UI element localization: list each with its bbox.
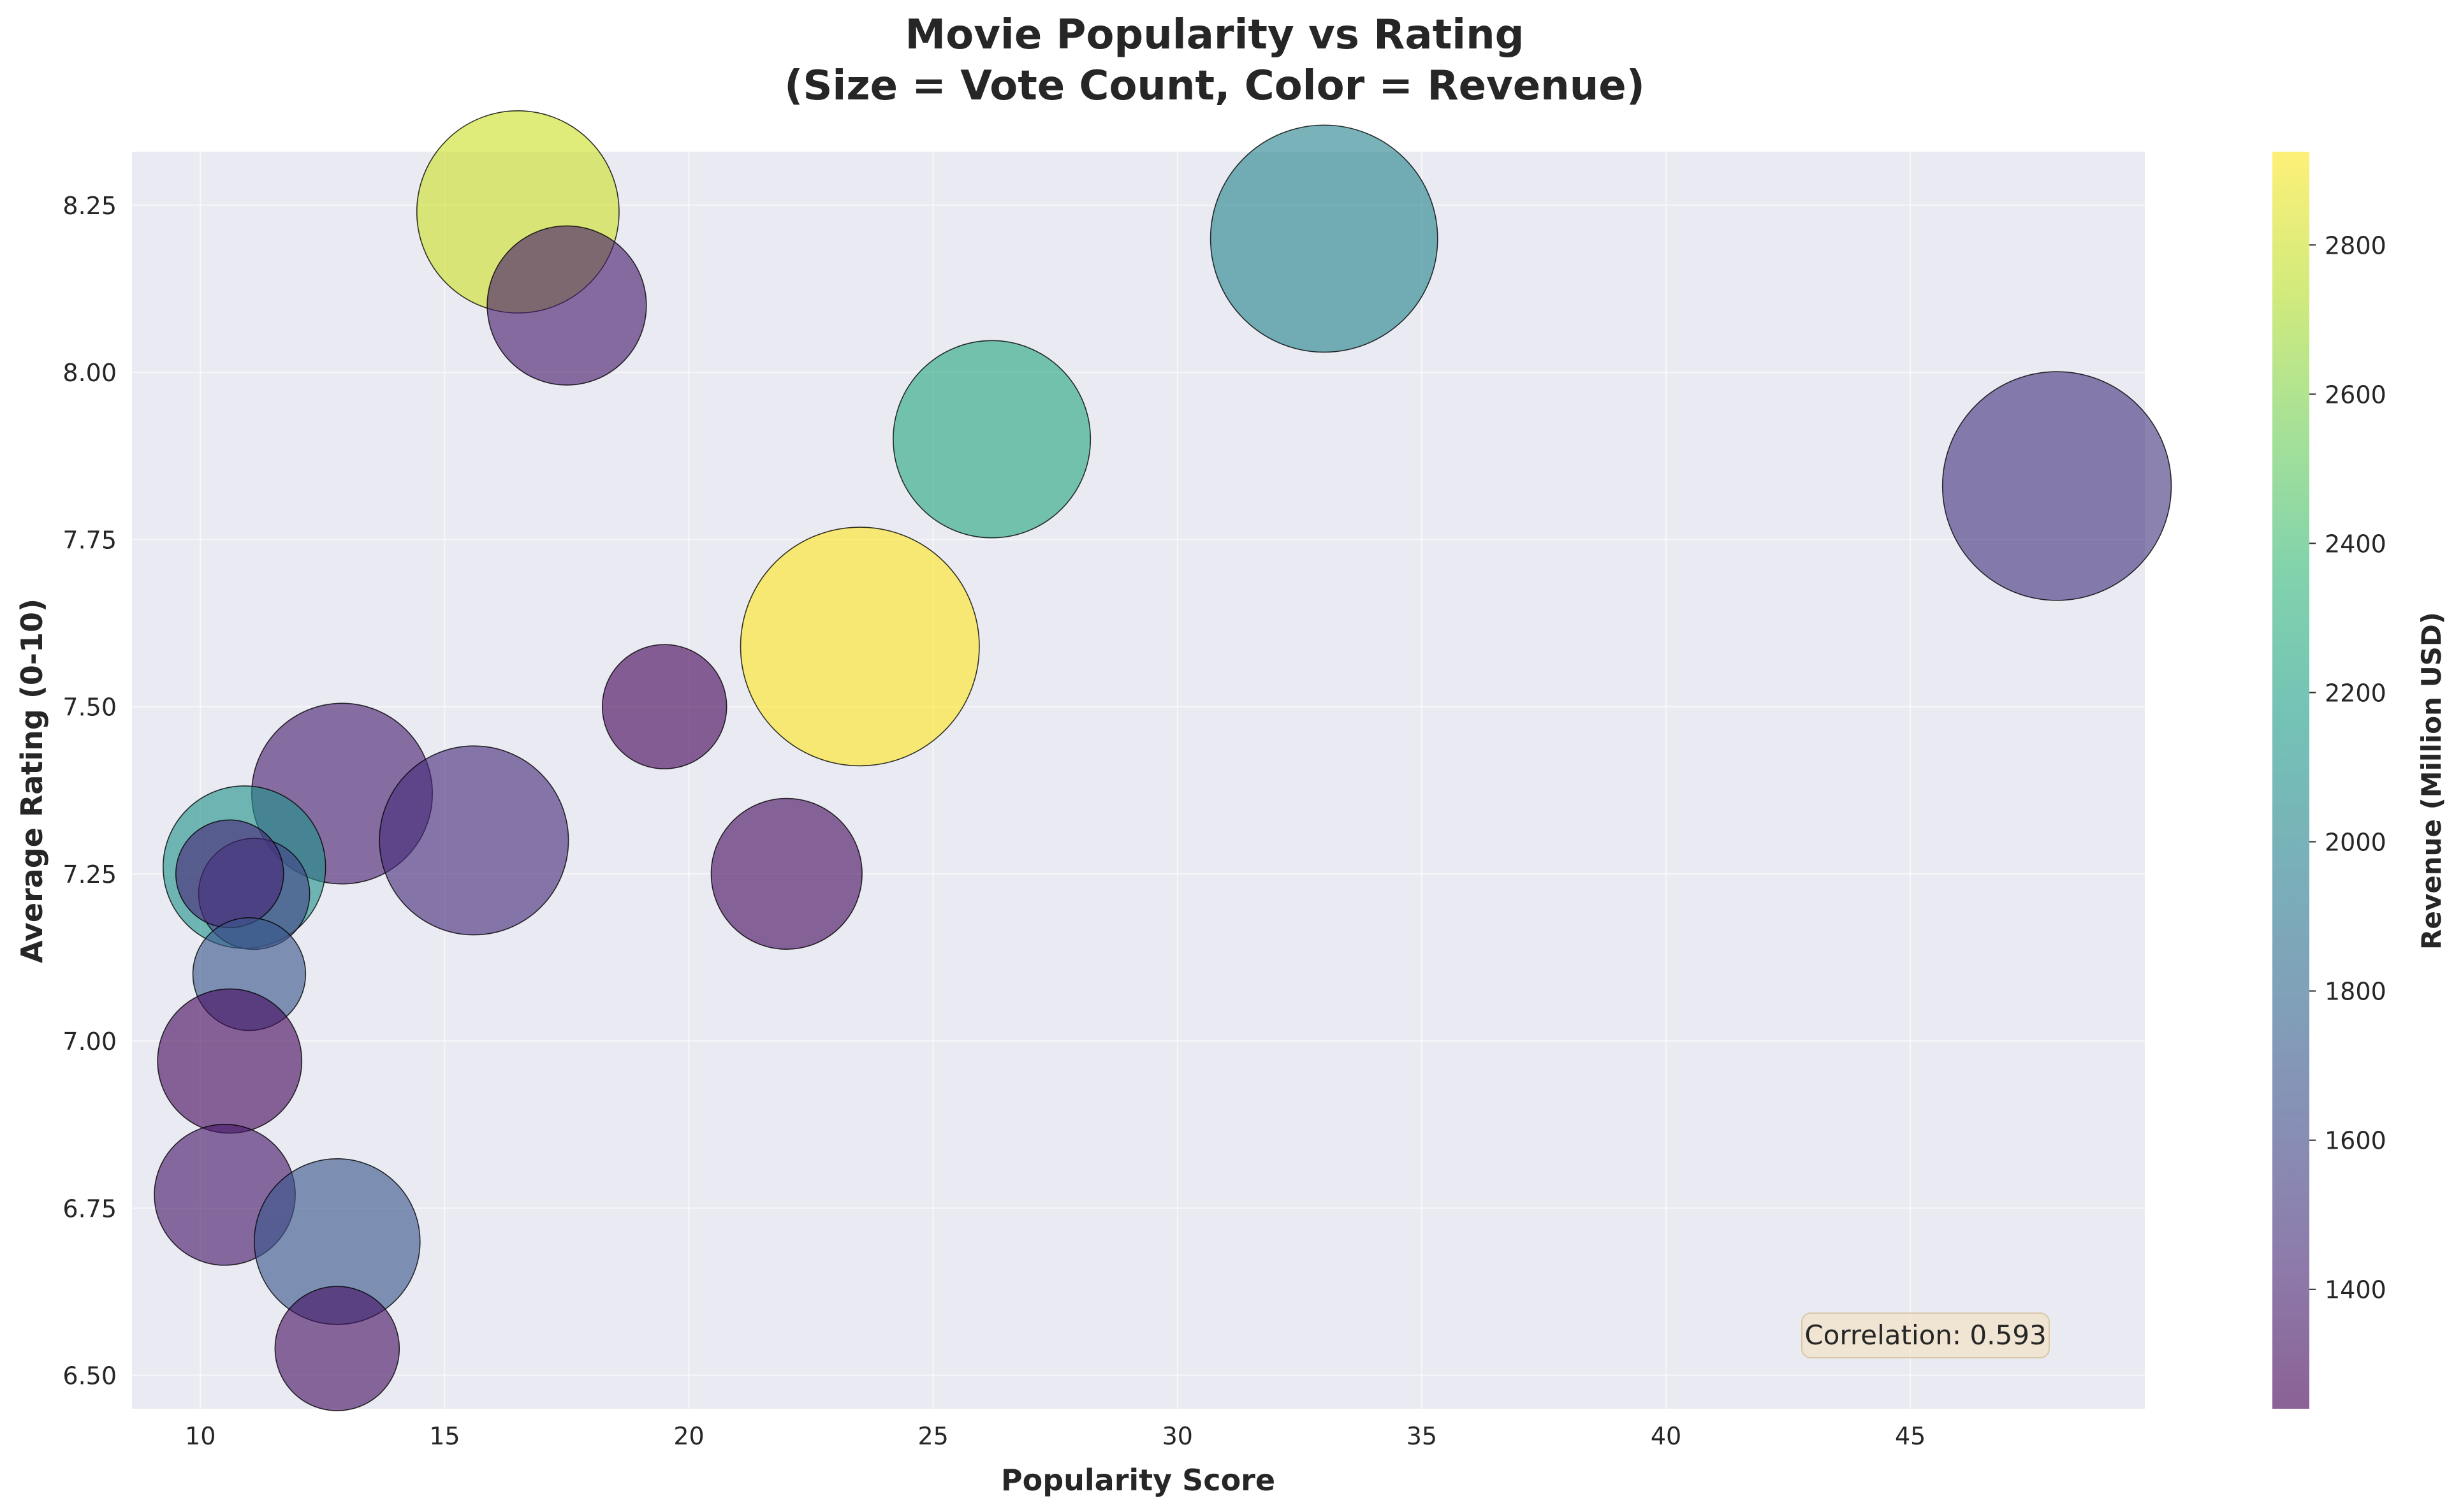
colorbar-tick-label: 1600 bbox=[2325, 1127, 2386, 1155]
scatter-point bbox=[740, 527, 980, 767]
correlation-annotation: Correlation: 0.593 bbox=[1804, 1319, 2046, 1351]
scatter-point bbox=[175, 819, 284, 929]
colorbar-tick-label: 1400 bbox=[2325, 1276, 2386, 1304]
scatter-point bbox=[274, 1286, 400, 1411]
y-tick-label: 7.25 bbox=[62, 861, 117, 889]
x-axis-ticks: 10 15 20 25 30 35 40 45 bbox=[185, 1422, 1926, 1450]
scatter-point bbox=[710, 797, 863, 950]
scatter-point bbox=[486, 225, 647, 386]
y-tick-label: 6.75 bbox=[62, 1195, 117, 1223]
y-tick-label: 8.00 bbox=[62, 359, 117, 387]
x-tick-label: 20 bbox=[673, 1422, 704, 1450]
y-tick-label: 7.75 bbox=[62, 526, 117, 554]
scatter-point bbox=[1941, 371, 2172, 601]
x-tick-label: 15 bbox=[429, 1422, 460, 1450]
y-tick-label: 7.50 bbox=[62, 694, 117, 722]
scatter-point bbox=[601, 644, 727, 769]
x-tick-label: 25 bbox=[917, 1422, 948, 1450]
chart-title-line-1: Movie Popularity vs Rating bbox=[905, 11, 1524, 59]
colorbar-tick-label: 2600 bbox=[2325, 381, 2386, 409]
colorbar-tick-label: 2200 bbox=[2325, 679, 2386, 707]
x-tick-label: 45 bbox=[1895, 1422, 1926, 1450]
colorbar bbox=[2272, 152, 2309, 1409]
chart-title-line-2: (Size = Vote Count, Color = Revenue) bbox=[784, 62, 1645, 110]
scatter-point bbox=[893, 340, 1092, 539]
y-axis-label: Average Rating (0-10) bbox=[15, 599, 49, 963]
colorbar-tick-label: 2000 bbox=[2325, 829, 2386, 857]
scatter-point bbox=[157, 988, 303, 1134]
x-tick-label: 35 bbox=[1407, 1422, 1437, 1450]
scatter-point bbox=[1210, 124, 1438, 353]
correlation-box bbox=[1801, 1312, 2050, 1358]
scatter-points bbox=[154, 110, 2172, 1411]
colorbar-tick-label: 1800 bbox=[2325, 978, 2386, 1006]
x-tick-label: 10 bbox=[185, 1422, 216, 1450]
y-tick-label: 8.25 bbox=[62, 192, 117, 220]
grid-lines bbox=[132, 152, 2145, 1409]
y-tick-label: 6.50 bbox=[62, 1362, 117, 1390]
colorbar-tick-label: 2800 bbox=[2325, 231, 2386, 259]
x-tick-label: 30 bbox=[1162, 1422, 1193, 1450]
y-axis-ticks: 6.50 6.75 7.00 7.25 7.50 7.75 8.00 8.25 bbox=[62, 192, 117, 1390]
x-tick-label: 40 bbox=[1651, 1422, 1681, 1450]
colorbar-tick-label: 2400 bbox=[2325, 530, 2386, 558]
colorbar-label: Revenue (Million USD) bbox=[2416, 612, 2447, 950]
x-axis-label: Popularity Score bbox=[1001, 1463, 1275, 1497]
y-tick-label: 7.00 bbox=[62, 1028, 117, 1056]
scatter-point bbox=[379, 745, 569, 936]
colorbar-ticks: 1400 1600 1800 2000 2200 2400 2600 2800 bbox=[2309, 231, 2386, 1304]
